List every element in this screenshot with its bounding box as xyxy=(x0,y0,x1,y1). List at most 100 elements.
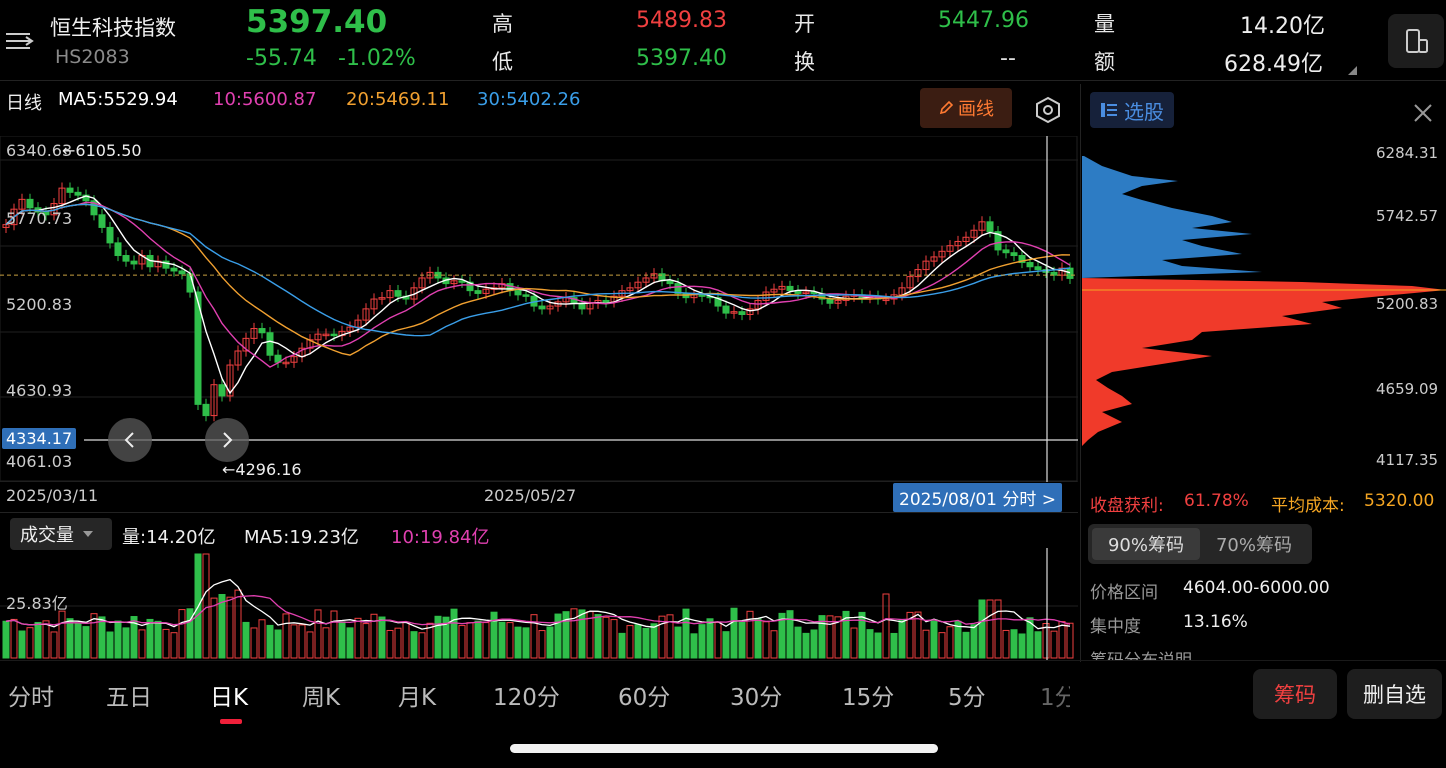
chevron-right-icon xyxy=(223,432,233,448)
volume-bar xyxy=(90,613,98,659)
date-cursor-button[interactable]: 2025/08/01 分时 > xyxy=(893,483,1063,512)
volume-bar xyxy=(66,618,74,659)
menu-icon[interactable] xyxy=(6,30,34,52)
candle-body xyxy=(778,285,786,290)
indicator-label: 成交量 xyxy=(20,525,74,546)
candle-body xyxy=(330,333,338,337)
stock-picker-label: 选股 xyxy=(1124,99,1164,124)
tab-1[interactable]: 分时 xyxy=(8,685,54,711)
chips-button[interactable]: 筹码 xyxy=(1253,669,1337,719)
tab-9[interactable]: 15分 xyxy=(842,685,895,711)
profit-label: 收盘获利: xyxy=(1090,496,1164,516)
volume-bar xyxy=(402,621,410,659)
remove-favorite-button[interactable]: 删自选 xyxy=(1347,669,1442,719)
axis-label-upper: 5770.73 xyxy=(6,209,73,228)
scroll-right-button[interactable] xyxy=(205,418,249,462)
volume-bar xyxy=(698,624,706,659)
volume-bar xyxy=(330,610,338,659)
period-label: 日线 xyxy=(6,93,42,114)
stock-picker-button[interactable]: 选股 xyxy=(1090,92,1174,128)
volume-bar xyxy=(170,632,178,659)
candle-body xyxy=(258,328,266,334)
candle-body xyxy=(642,277,650,283)
expand-corner-icon[interactable] xyxy=(1348,66,1357,75)
candle-body xyxy=(122,255,130,262)
list-icon xyxy=(1101,103,1117,117)
candle-body xyxy=(626,287,634,292)
tab-8[interactable]: 30分 xyxy=(730,685,783,711)
scroll-left-button[interactable] xyxy=(108,418,152,462)
candlestick-chart[interactable] xyxy=(0,136,1078,482)
candle-body xyxy=(242,337,250,352)
candle-body xyxy=(962,236,970,242)
candle-body xyxy=(282,361,290,365)
settings-icon[interactable] xyxy=(1034,96,1062,124)
candle-body xyxy=(66,187,74,193)
tab-5[interactable]: 月K xyxy=(398,685,437,711)
tab-2[interactable]: 五日 xyxy=(106,685,152,711)
open-label: 开 xyxy=(794,12,815,36)
tab-10[interactable]: 5分 xyxy=(948,685,986,711)
candle-body xyxy=(538,305,546,310)
bottom-bar-divider xyxy=(0,660,1446,661)
volume-bar xyxy=(538,630,546,659)
tab-3[interactable]: 日K xyxy=(210,685,249,711)
volume-bar xyxy=(754,618,762,659)
landscape-toggle-button[interactable] xyxy=(1388,14,1444,68)
max-price-marker: ←6105.50 xyxy=(62,141,142,160)
tab-7[interactable]: 60分 xyxy=(618,685,671,711)
volume-current: 量:14.20亿 xyxy=(122,527,216,548)
tab-11[interactable]: 1分 xyxy=(1040,685,1070,711)
close-icon[interactable] xyxy=(1412,102,1434,124)
volume-bar xyxy=(594,614,602,659)
volume-bar xyxy=(714,622,722,659)
tab-70-chips[interactable]: 70%筹码 xyxy=(1215,535,1292,556)
chip-level-3: 5200.83 xyxy=(1376,295,1439,313)
volume-axis-top: 25.83亿 xyxy=(6,594,68,613)
chevron-left-icon xyxy=(124,432,134,448)
volume-bar xyxy=(938,632,946,659)
volume-bar xyxy=(922,629,930,659)
indicator-select[interactable]: 成交量 xyxy=(10,518,112,550)
chart-border xyxy=(0,136,1078,482)
candle-body xyxy=(914,269,922,278)
candle-body xyxy=(634,281,642,289)
volume-bar xyxy=(602,616,610,659)
volume-bar xyxy=(58,610,66,659)
index-code: HS2083 xyxy=(55,46,130,68)
volume-bar xyxy=(162,628,170,659)
candle-body xyxy=(514,290,522,296)
volume-bar xyxy=(962,631,970,659)
volume-bar xyxy=(994,599,1002,659)
volume-bar xyxy=(626,625,634,659)
axis-label-lower: 4630.93 xyxy=(6,381,73,400)
volume-bar xyxy=(666,614,674,659)
tab-90-chips[interactable]: 90%筹码 xyxy=(1092,528,1200,560)
candle-body xyxy=(250,328,258,339)
tab-6[interactable]: 120分 xyxy=(493,685,560,711)
volume-bar xyxy=(186,608,194,659)
avg-cost-value: 5320.00 xyxy=(1364,491,1435,511)
candle-body xyxy=(194,291,202,405)
volume-bar xyxy=(650,623,658,659)
active-tab-indicator xyxy=(220,719,242,724)
index-name: 恒生科技指数 xyxy=(50,16,176,40)
volume-bar xyxy=(450,608,458,659)
volume-bar xyxy=(218,593,226,659)
volume-chart[interactable] xyxy=(0,548,1078,660)
candle-body xyxy=(754,299,762,310)
volume-bar xyxy=(362,623,370,659)
volume-bar xyxy=(722,631,730,659)
candle-body xyxy=(178,270,186,275)
volume-bar xyxy=(954,620,962,659)
chip-level-2: 5742.57 xyxy=(1376,207,1439,225)
chip-explain-link[interactable]: 筹码分布说明 xyxy=(1090,646,1250,660)
tab-4[interactable]: 周K xyxy=(302,685,341,711)
draw-line-button[interactable]: 画线 xyxy=(920,88,1012,128)
price-range-value: 4604.00-6000.00 xyxy=(1183,578,1330,598)
volume-bar xyxy=(738,621,746,659)
candle-body xyxy=(1002,249,1010,254)
high-value: 5489.83 xyxy=(636,8,727,33)
volume-bar xyxy=(946,626,954,659)
volume-bar xyxy=(554,613,562,659)
